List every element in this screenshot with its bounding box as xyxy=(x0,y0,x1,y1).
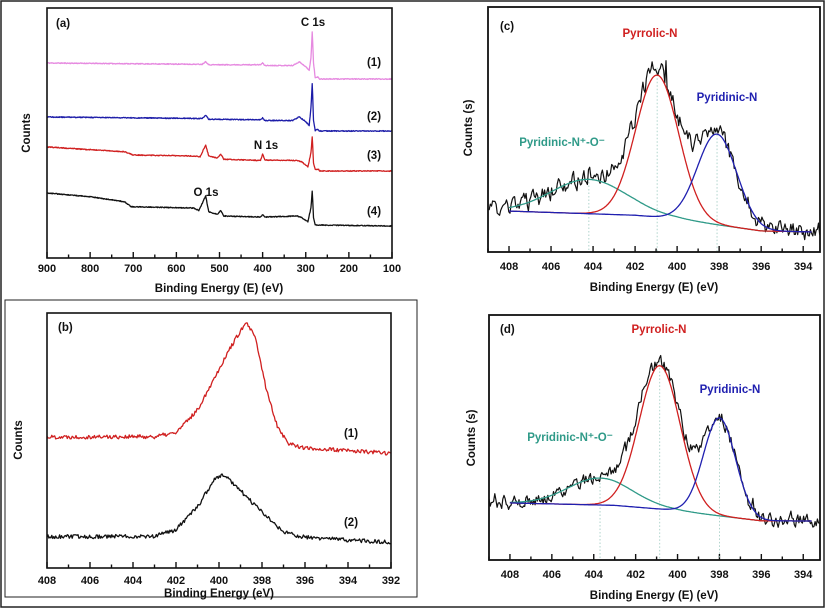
x-tick-label: 406 xyxy=(542,261,560,273)
x-tick-label: 398 xyxy=(253,575,271,587)
panel-d-letter: (d) xyxy=(500,324,515,336)
panel-b-plot: 408 406 404 402 400 398 396 394 392 xyxy=(38,312,400,587)
annotation-c1s: C 1s xyxy=(301,17,325,29)
x-tick-label: 394 xyxy=(794,261,813,273)
x-tick-label: 800 xyxy=(81,263,99,275)
panel-b-letter: (b) xyxy=(58,322,73,334)
x-tick-label: 500 xyxy=(210,263,228,275)
panel-a-plot: 900 800 700 600 500 400 300 200 100 xyxy=(38,7,401,275)
series-label-b1: (1) xyxy=(344,428,358,440)
panel-d: 408 406 404 402 400 398 396 394 (d) Binding Ene… xyxy=(466,314,821,602)
spectrum-line-2 xyxy=(46,473,391,545)
fit-component-n-oxide xyxy=(508,178,812,233)
x-tick-label: 900 xyxy=(38,263,56,275)
panel-b-xlabel: Binding Energy (eV) xyxy=(164,588,274,600)
x-tick-label: 408 xyxy=(38,575,56,587)
panel-d-plot: 408 406 404 402 400 398 396 394 xyxy=(488,314,821,581)
fit-component-pyridinic xyxy=(509,133,812,233)
panel-a: 900 800 700 600 500 400 300 200 100 (a) Binding … xyxy=(21,7,401,295)
fit-component-pyrrolic xyxy=(509,74,812,233)
x-tick-label: 396 xyxy=(752,261,770,273)
plot-frame xyxy=(46,7,393,259)
label-pyridinic-n-oxide-d: Pyridinic-N⁺-O⁻ xyxy=(527,432,613,444)
x-tick-label: 404 xyxy=(585,569,604,581)
x-tick-label: 200 xyxy=(340,263,358,275)
spectrum-line-1 xyxy=(46,31,393,81)
x-tick-label: 408 xyxy=(501,569,519,581)
series-label-b2: (2) xyxy=(344,517,358,529)
plot-frame xyxy=(488,314,821,561)
x-tick-label: 400 xyxy=(253,263,271,275)
panel-b-frame xyxy=(4,299,418,598)
panel-d-ylabel: Counts (s) xyxy=(466,409,478,466)
label-pyrrolic-n-d: Pyrrolic-N xyxy=(632,324,687,336)
panel-c-ylabel: Counts (s) xyxy=(463,99,475,156)
spectrum-line-3 xyxy=(46,136,393,173)
x-tick-label: 392 xyxy=(382,575,400,587)
x-tick-label: 394 xyxy=(794,569,813,581)
panel-a-ylabel: Counts xyxy=(21,113,33,153)
panel-b-ylabel: Counts xyxy=(13,420,25,460)
series-label-4: (4) xyxy=(367,206,381,218)
x-tick-label: 400 xyxy=(668,261,686,273)
x-tick-label: 406 xyxy=(543,569,561,581)
label-pyrrolic-n-c: Pyrrolic-N xyxy=(623,28,678,40)
measured-spectrum xyxy=(487,60,821,241)
spectrum-line-2 xyxy=(46,82,393,133)
panel-b: 408 406 404 402 400 398 396 394 392 (b) Binding … xyxy=(13,312,400,600)
series-label-1: (1) xyxy=(367,57,381,69)
x-tick-label: 400 xyxy=(210,575,228,587)
plot-frame xyxy=(487,6,821,253)
plot-frame xyxy=(46,312,392,569)
x-tick-label: 600 xyxy=(167,263,185,275)
x-tick-label: 402 xyxy=(626,569,644,581)
panel-c: 408 406 404 402 400 398 396 394 (c) Binding Ene… xyxy=(463,6,821,294)
panel-a-letter: (a) xyxy=(56,18,70,30)
panel-c-xlabel: Binding Energy (E) (eV) xyxy=(590,282,719,294)
x-tick-label: 400 xyxy=(668,569,686,581)
annotation-n1s: N 1s xyxy=(254,140,278,152)
x-tick-label: 408 xyxy=(500,261,518,273)
x-tick-label: 404 xyxy=(584,261,603,273)
annotation-o1s: O 1s xyxy=(194,187,219,199)
x-tick-label: 396 xyxy=(752,569,770,581)
label-pyridinic-n-oxide-c: Pyridinic-N⁺-O⁻ xyxy=(519,137,605,149)
x-tick-label: 700 xyxy=(124,263,142,275)
x-tick-label: 404 xyxy=(124,575,143,587)
spectrum-line-1 xyxy=(46,322,391,456)
panel-c-letter: (c) xyxy=(500,21,514,33)
fit-component-pyridinic xyxy=(509,417,812,522)
panel-c-plot: 408 406 404 402 400 398 396 394 xyxy=(487,6,821,273)
panel-a-xlabel: Binding Energy (E) (eV) xyxy=(155,283,284,295)
series-label-2: (2) xyxy=(367,111,381,123)
x-tick-label: 100 xyxy=(383,263,401,275)
x-tick-label: 406 xyxy=(81,575,99,587)
x-tick-label: 402 xyxy=(626,261,644,273)
x-tick-label: 402 xyxy=(167,575,185,587)
label-pyridinic-n-d: Pyridinic-N xyxy=(700,384,761,396)
fit-component-n-oxide xyxy=(509,477,812,522)
x-tick-label: 394 xyxy=(339,575,358,587)
series-label-3: (3) xyxy=(367,150,381,162)
x-tick-label: 396 xyxy=(296,575,314,587)
label-pyridinic-n-c: Pyridinic-N xyxy=(697,92,758,104)
x-tick-label: 398 xyxy=(710,261,728,273)
spectrum-line-4 xyxy=(46,190,393,228)
x-tick-label: 300 xyxy=(297,263,315,275)
panel-d-xlabel: Binding Energy (E) (eV) xyxy=(590,590,719,602)
x-tick-label: 398 xyxy=(710,569,728,581)
